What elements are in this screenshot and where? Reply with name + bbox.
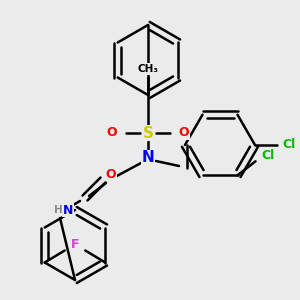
Text: S: S <box>142 125 154 140</box>
Text: CH₃: CH₃ <box>137 64 158 74</box>
Text: N: N <box>63 203 73 217</box>
Text: O: O <box>107 127 117 140</box>
Text: O: O <box>106 167 116 181</box>
Text: H: H <box>54 205 62 215</box>
Text: F: F <box>71 238 80 251</box>
Text: O: O <box>179 127 189 140</box>
Text: F: F <box>70 238 79 251</box>
Text: Cl: Cl <box>261 149 274 162</box>
Text: Cl: Cl <box>282 139 296 152</box>
Text: N: N <box>142 151 154 166</box>
